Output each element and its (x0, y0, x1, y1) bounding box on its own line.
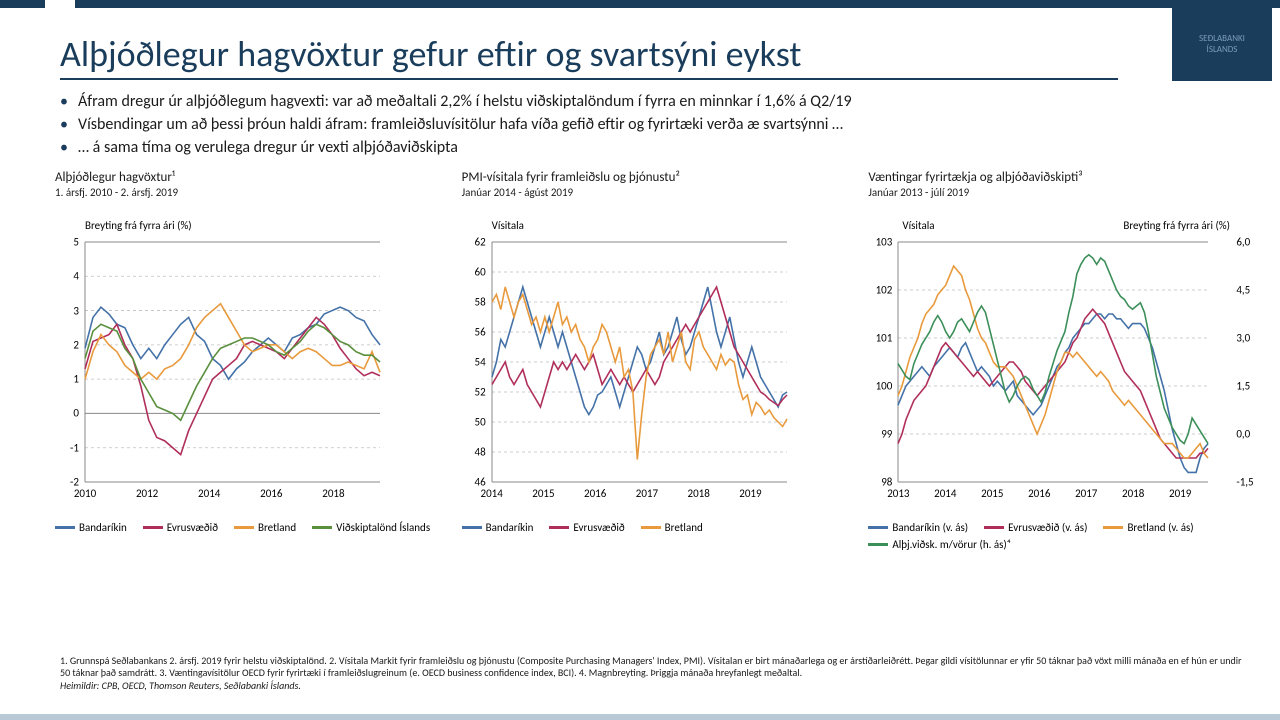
chart-2: PMI-vísitala fyrir framleiðslu og þjónus… (462, 170, 854, 551)
chart-1-subtitle: 1. ársfj. 2010 - 2. ársfj. 2019 (55, 186, 447, 199)
chart-3-ylabel-left: Vísitala (902, 219, 934, 232)
bullet-list: Áfram dregur úr alþjóðlegum hagvexti: va… (60, 90, 1220, 160)
chart-3-ylabel-right: Breyting frá fyrra ári (%) (1123, 219, 1230, 232)
chart-2-ylabel: Vísitala (492, 219, 524, 232)
chart-1-title: Alþjóðlegur hagvöxtur¹ (55, 170, 447, 185)
chart-1-ylabel: Breyting frá fyrra ári (%) (85, 219, 192, 232)
chart-2-title: PMI-vísitala fyrir framleiðslu og þjónus… (462, 170, 854, 185)
chart-3-subtitle: Janúar 2013 - júlí 2019 (868, 186, 1260, 199)
title-underline (60, 78, 1118, 80)
bullet-3: … á sama tíma og verulega dregur úr vext… (60, 136, 1220, 159)
bullet-2: Vísbendingar um að þessi þróun haldi áfr… (60, 113, 1220, 136)
chart-1: Alþjóðlegur hagvöxtur¹ 1. ársfj. 2010 - … (55, 170, 447, 551)
charts-row: Alþjóðlegur hagvöxtur¹ 1. ársfj. 2010 - … (55, 170, 1260, 551)
bullet-1: Áfram dregur úr alþjóðlegum hagvexti: va… (60, 90, 1220, 113)
chart-3: Væntingar fyrirtækja og alþjóðaviðskipti… (868, 170, 1260, 551)
chart-2-subtitle: Janúar 2014 - ágúst 2019 (462, 186, 854, 199)
footer-bar (0, 714, 1280, 720)
footnotes: 1. Grunnspá Seðlabankans 2. ársfj. 2019 … (60, 655, 1250, 693)
central-bank-logo: SEÐLABANKIÍSLANDS (1172, 6, 1272, 81)
sources-text: Heimildir: CPB, OECD, Thomson Reuters, S… (60, 679, 301, 692)
page-title: Alþjóðlegur hagvöxtur gefur eftir og sva… (60, 32, 801, 76)
footnote-text: 1. Grunnspá Seðlabankans 2. ársfj. 2019 … (60, 654, 1241, 680)
header-bar (0, 0, 1280, 8)
legend-item: Alþj.viðsk. m/vörur (h. ás)⁴ (868, 538, 1010, 551)
chart-3-title: Væntingar fyrirtækja og alþjóðaviðskipti… (868, 170, 1260, 185)
